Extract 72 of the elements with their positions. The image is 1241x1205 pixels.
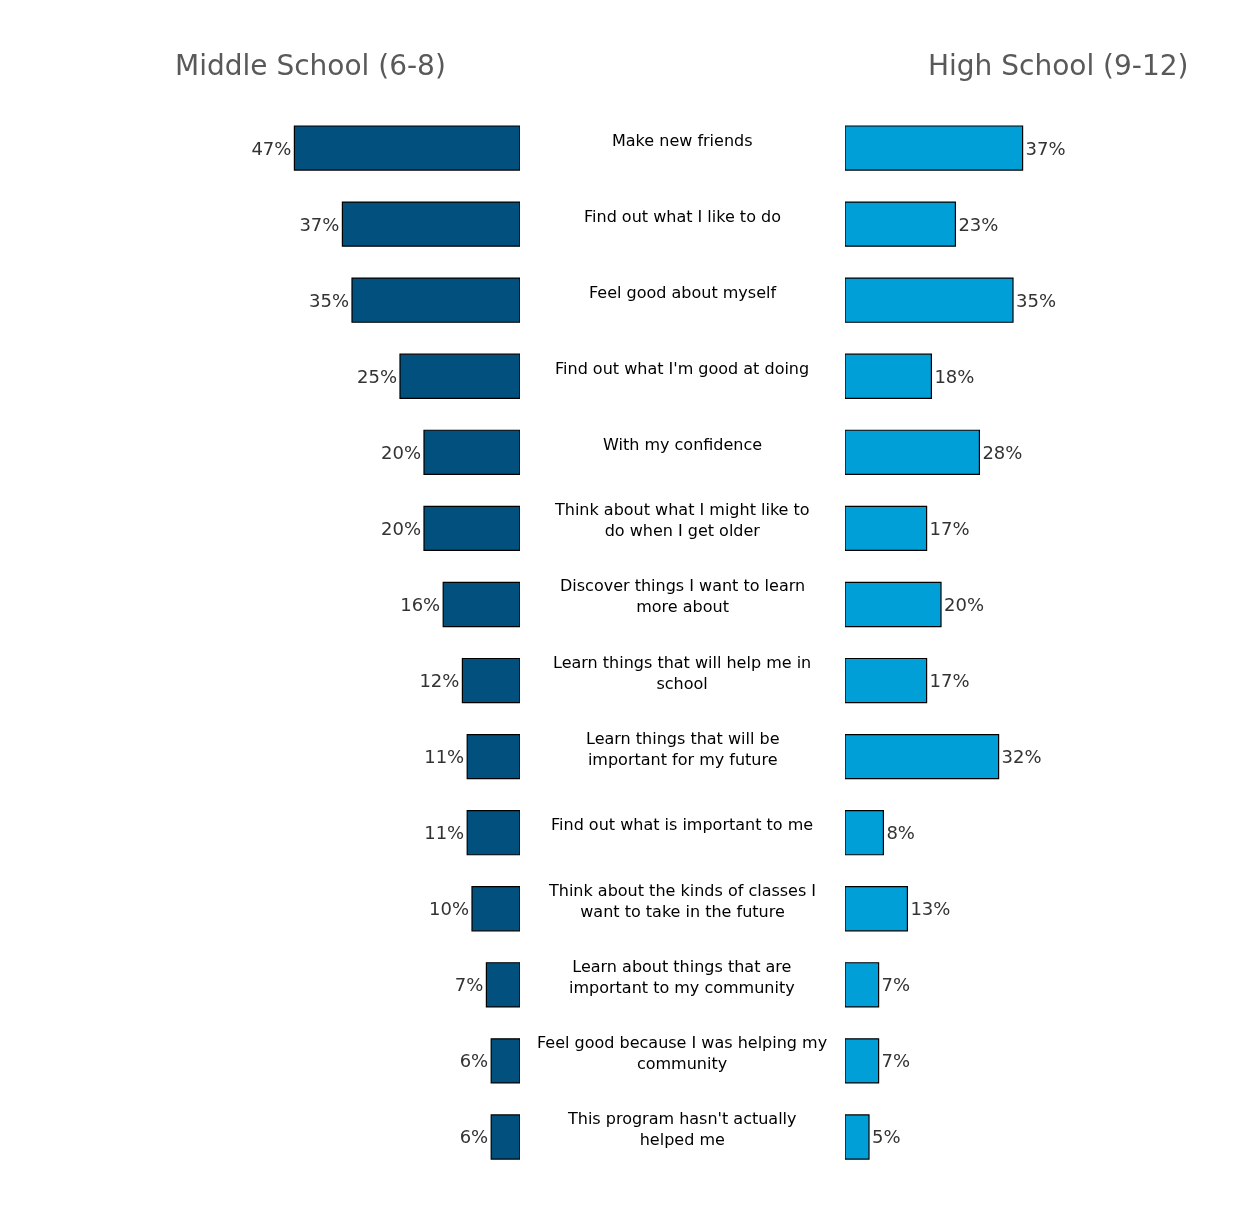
data-label: 5% [872, 1126, 901, 1148]
data-label: 10% [428, 898, 469, 920]
data-label: 18% [934, 365, 975, 387]
data-label: 8% [886, 822, 915, 844]
data-label: 23% [958, 213, 999, 235]
bar [423, 429, 520, 475]
data-label: 7% [881, 974, 911, 996]
bar [471, 886, 520, 932]
y-tick-label: Learn about things that are important to my community [569, 957, 795, 997]
data-label: 6% [459, 1126, 489, 1148]
y-tick-label: Learn things that will help me in school [553, 653, 812, 693]
data-label: 7% [454, 974, 484, 996]
bar [423, 505, 520, 552]
data-label: 17% [929, 670, 970, 692]
bar [351, 277, 520, 323]
bar [845, 810, 884, 856]
bar [490, 1038, 520, 1084]
chart-title: Middle School (6-8) [175, 49, 446, 82]
data-label: 12% [419, 670, 460, 692]
data-label: 13% [910, 898, 951, 920]
bar [461, 657, 520, 704]
bar [845, 505, 928, 552]
data-label: 20% [380, 441, 421, 463]
data-label: 17% [929, 517, 970, 539]
bar [293, 125, 520, 171]
bar [845, 353, 932, 399]
y-tick-label: Find out what I'm good at doing [555, 359, 810, 378]
data-label: 37% [1025, 137, 1066, 159]
y-tick-label: With my confidence [603, 435, 763, 454]
bar [845, 277, 1014, 323]
bar [845, 125, 1024, 171]
y-tick-label: Learn things that will be important for my future [586, 729, 780, 769]
bar [845, 657, 928, 704]
bar [399, 353, 520, 399]
data-label: 20% [380, 517, 421, 539]
bar [490, 1114, 520, 1160]
data-label: 25% [356, 365, 397, 387]
data-label: 6% [459, 1050, 489, 1072]
data-label: 28% [982, 441, 1023, 463]
y-tick-label: Think about the kinds of classes I want to take in the future [548, 881, 817, 921]
data-label: 11% [424, 822, 465, 844]
bar [845, 201, 956, 247]
data-label: 35% [308, 289, 349, 311]
y-tick-label: Feel good about myself [589, 283, 777, 302]
bar [466, 733, 520, 780]
bar [341, 201, 520, 247]
bar [845, 962, 880, 1008]
data-label: 35% [1016, 289, 1057, 311]
data-label: 20% [944, 593, 985, 615]
y-tick-label: Find out what is important to me [551, 815, 814, 834]
bar [845, 581, 942, 628]
bar [466, 810, 520, 856]
data-label: 32% [1001, 746, 1042, 768]
y-tick-label: Find out what I like to do [584, 207, 781, 226]
data-label: 47% [251, 137, 292, 159]
data-label: 11% [424, 746, 465, 768]
data-label: 37% [299, 213, 340, 235]
y-tick-label: Think about what I might like to do when I get older [554, 500, 810, 540]
bar [485, 962, 520, 1008]
bar [845, 1038, 880, 1084]
y-tick-label: Discover things I want to learn more about [560, 576, 806, 616]
data-label: 7% [881, 1050, 911, 1072]
bar [845, 1114, 870, 1160]
bar [442, 581, 520, 628]
bar [845, 429, 980, 475]
bar [845, 733, 1000, 780]
bar [845, 886, 908, 932]
y-tick-label: Feel good because I was helping my community [537, 1033, 828, 1073]
data-label: 16% [400, 593, 441, 615]
chart-title: High School (9-12) [928, 49, 1189, 82]
y-tick-label: Make new friends [612, 131, 753, 150]
y-tick-label: This program hasn't actually helped me [567, 1109, 797, 1149]
